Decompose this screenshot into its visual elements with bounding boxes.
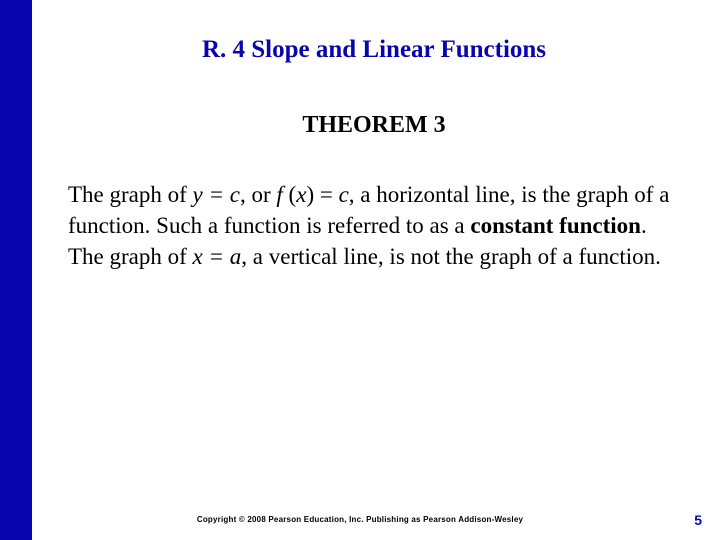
slide-title: R. 4 Slope and Linear Functions bbox=[68, 36, 680, 64]
theorem-body: The graph of y = c, or f (x) = c, a hori… bbox=[68, 179, 680, 272]
equation-f: f bbox=[276, 182, 288, 207]
slide-content: R. 4 Slope and Linear Functions THEOREM … bbox=[32, 0, 720, 540]
equation-x: x bbox=[296, 182, 306, 207]
constant-function-term: constant function bbox=[470, 213, 641, 238]
copyright-text: Copyright © 2008 Pearson Education, Inc.… bbox=[0, 515, 720, 524]
theorem-label: THEOREM 3 bbox=[68, 112, 680, 139]
body-text-1: The graph of bbox=[68, 182, 193, 207]
equation-x-eq-a: x = a bbox=[193, 244, 242, 269]
page-number: 5 bbox=[694, 512, 702, 528]
equation-rhs: ) = bbox=[306, 182, 338, 207]
slide-sidebar bbox=[0, 0, 32, 540]
equation-y-eq-c: y = c bbox=[193, 182, 240, 207]
body-text-2: , or bbox=[240, 182, 276, 207]
body-text-5: , a vertical line, is not the graph of a… bbox=[241, 244, 661, 269]
equation-c: c bbox=[339, 182, 349, 207]
